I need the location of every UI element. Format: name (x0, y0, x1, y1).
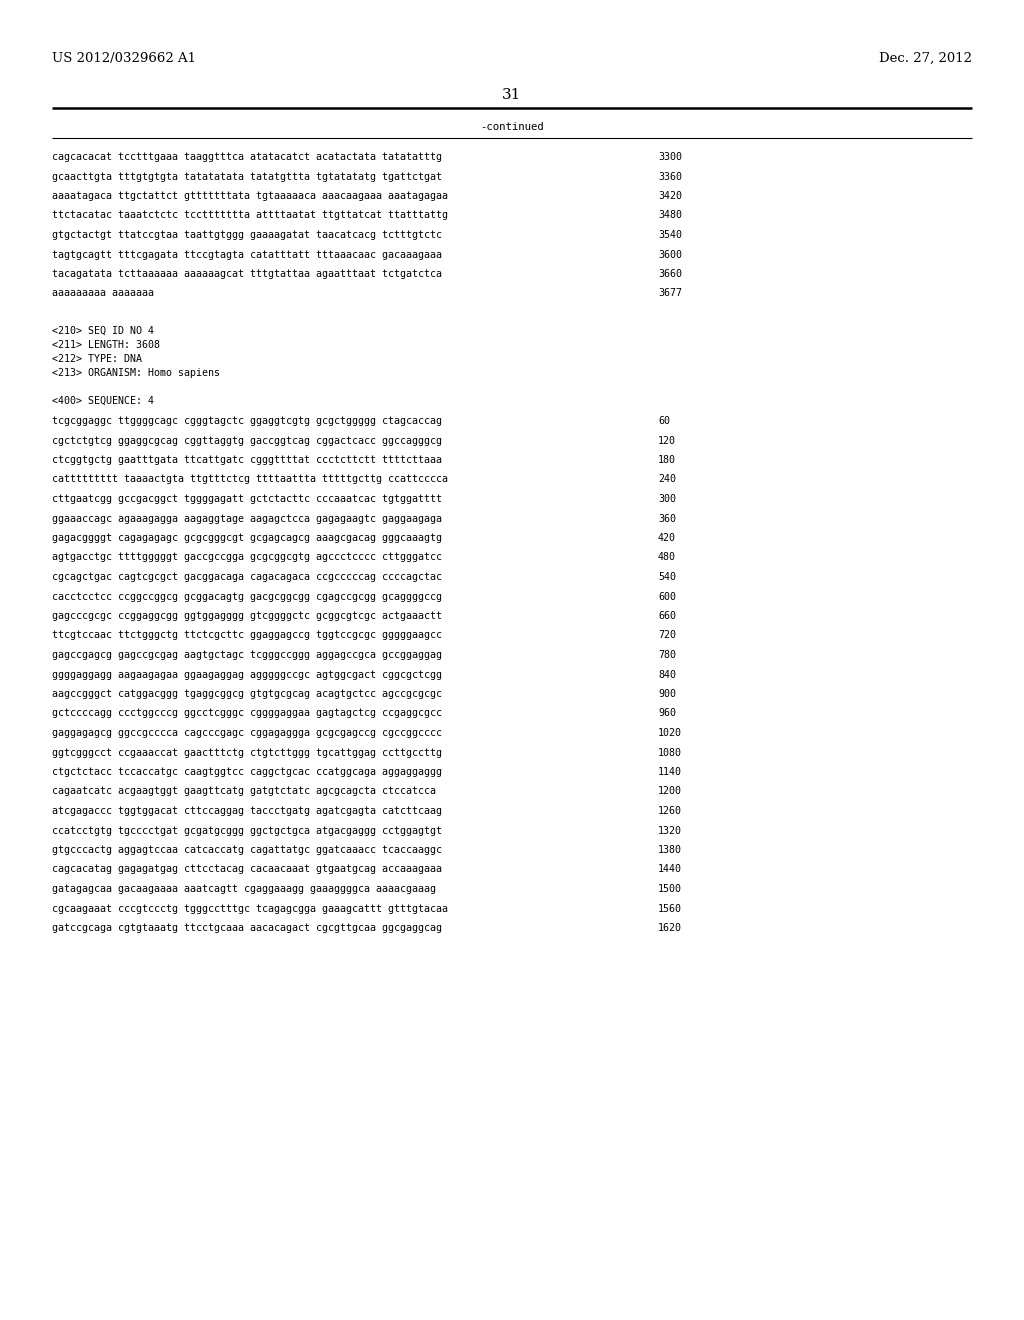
Text: ctgctctacc tccaccatgc caagtggtcc caggctgcac ccatggcaga aggaggaggg: ctgctctacc tccaccatgc caagtggtcc caggctg… (52, 767, 442, 777)
Text: <211> LENGTH: 3608: <211> LENGTH: 3608 (52, 341, 160, 350)
Text: 300: 300 (658, 494, 676, 504)
Text: cgctctgtcg ggaggcgcag cggttaggtg gaccggtcag cggactcacc ggccagggcg: cgctctgtcg ggaggcgcag cggttaggtg gaccggt… (52, 436, 442, 446)
Text: tacagatata tcttaaaaaa aaaaaagcat tttgtattaa agaatttaat tctgatctca: tacagatata tcttaaaaaa aaaaaagcat tttgtat… (52, 269, 442, 279)
Text: 3300: 3300 (658, 152, 682, 162)
Text: cagcacatag gagagatgag cttcctacag cacaacaaat gtgaatgcag accaaagaaa: cagcacatag gagagatgag cttcctacag cacaaca… (52, 865, 442, 874)
Text: 240: 240 (658, 474, 676, 484)
Text: ggtcgggcct ccgaaaccat gaactttctg ctgtcttggg tgcattggag ccttgccttg: ggtcgggcct ccgaaaccat gaactttctg ctgtctt… (52, 747, 442, 758)
Text: atcgagaccc tggtggacat cttccaggag taccctgatg agatcgagta catcttcaag: atcgagaccc tggtggacat cttccaggag taccctg… (52, 807, 442, 816)
Text: <210> SEQ ID NO 4: <210> SEQ ID NO 4 (52, 326, 154, 337)
Text: cagcacacat tcctttgaaa taaggtttca atatacatct acatactata tatatatttg: cagcacacat tcctttgaaa taaggtttca atataca… (52, 152, 442, 162)
Text: <213> ORGANISM: Homo sapiens: <213> ORGANISM: Homo sapiens (52, 368, 220, 378)
Text: ggggaggagg aagaagagaa ggaagaggag agggggccgc agtggcgact cggcgctcgg: ggggaggagg aagaagagaa ggaagaggag agggggc… (52, 669, 442, 680)
Text: 3660: 3660 (658, 269, 682, 279)
Text: gtgctactgt ttatccgtaa taattgtggg gaaaagatat taacatcacg tctttgtctc: gtgctactgt ttatccgtaa taattgtggg gaaaaga… (52, 230, 442, 240)
Text: cacctcctcc ccggccggcg gcggacagtg gacgcggcgg cgagccgcgg gcaggggccg: cacctcctcc ccggccggcg gcggacagtg gacgcgg… (52, 591, 442, 602)
Text: 1320: 1320 (658, 825, 682, 836)
Text: ctcggtgctg gaatttgata ttcattgatc cgggttttat ccctcttctt ttttcttaaa: ctcggtgctg gaatttgata ttcattgatc cgggttt… (52, 455, 442, 465)
Text: aaaatagaca ttgctattct gtttttttata tgtaaaaaca aaacaagaaa aaatagagaa: aaaatagaca ttgctattct gtttttttata tgtaaa… (52, 191, 449, 201)
Text: gtgcccactg aggagtccaa catcaccatg cagattatgc ggatcaaacc tcaccaaggc: gtgcccactg aggagtccaa catcaccatg cagatta… (52, 845, 442, 855)
Text: 1200: 1200 (658, 787, 682, 796)
Text: 3600: 3600 (658, 249, 682, 260)
Text: Dec. 27, 2012: Dec. 27, 2012 (879, 51, 972, 65)
Text: ttcgtccaac ttctgggctg ttctcgcttc ggaggagccg tggtccgcgc gggggaagcc: ttcgtccaac ttctgggctg ttctcgcttc ggaggag… (52, 631, 442, 640)
Text: aaaaaaaaa aaaaaaa: aaaaaaaaa aaaaaaa (52, 289, 154, 298)
Text: <400> SEQUENCE: 4: <400> SEQUENCE: 4 (52, 396, 154, 407)
Text: 31: 31 (503, 88, 521, 102)
Text: gctccccagg ccctggcccg ggcctcgggc cggggaggaa gagtagctcg ccgaggcgcc: gctccccagg ccctggcccg ggcctcgggc cggggag… (52, 709, 442, 718)
Text: 840: 840 (658, 669, 676, 680)
Text: tcgcggaggc ttggggcagc cgggtagctc ggaggtcgtg gcgctggggg ctagcaccag: tcgcggaggc ttggggcagc cgggtagctc ggaggtc… (52, 416, 442, 426)
Text: ccatcctgtg tgcccctgat gcgatgcggg ggctgctgca atgacgaggg cctggagtgt: ccatcctgtg tgcccctgat gcgatgcggg ggctgct… (52, 825, 442, 836)
Text: ggaaaccagc agaaagagga aagaggtage aagagctcca gagagaagtc gaggaagaga: ggaaaccagc agaaagagga aagaggtage aagagct… (52, 513, 442, 524)
Text: 3360: 3360 (658, 172, 682, 181)
Text: 1020: 1020 (658, 729, 682, 738)
Text: 3540: 3540 (658, 230, 682, 240)
Text: 780: 780 (658, 649, 676, 660)
Text: 1260: 1260 (658, 807, 682, 816)
Text: 420: 420 (658, 533, 676, 543)
Text: 900: 900 (658, 689, 676, 700)
Text: 1440: 1440 (658, 865, 682, 874)
Text: cttgaatcgg gccgacggct tggggagatt gctctacttc cccaaatcac tgtggatttt: cttgaatcgg gccgacggct tggggagatt gctctac… (52, 494, 442, 504)
Text: gagacggggt cagagagagc gcgcgggcgt gcgagcagcg aaagcgacag gggcaaagtg: gagacggggt cagagagagc gcgcgggcgt gcgagca… (52, 533, 442, 543)
Text: tagtgcagtt tttcgagata ttccgtagta catatttatt tttaaacaac gacaaagaaa: tagtgcagtt tttcgagata ttccgtagta catattt… (52, 249, 442, 260)
Text: 3677: 3677 (658, 289, 682, 298)
Text: aagccgggct catggacggg tgaggcggcg gtgtgcgcag acagtgctcc agccgcgcgc: aagccgggct catggacggg tgaggcggcg gtgtgcg… (52, 689, 442, 700)
Text: gagcccgcgc ccggaggcgg ggtggagggg gtcggggctc gcggcgtcgc actgaaactt: gagcccgcgc ccggaggcgg ggtggagggg gtcgggg… (52, 611, 442, 620)
Text: 3420: 3420 (658, 191, 682, 201)
Text: 600: 600 (658, 591, 676, 602)
Text: 540: 540 (658, 572, 676, 582)
Text: 60: 60 (658, 416, 670, 426)
Text: 3480: 3480 (658, 210, 682, 220)
Text: gagccgagcg gagccgcgag aagtgctagc tcgggccggg aggagccgca gccggaggag: gagccgagcg gagccgcgag aagtgctagc tcgggcc… (52, 649, 442, 660)
Text: gatccgcaga cgtgtaaatg ttcctgcaaa aacacagact cgcgttgcaa ggcgaggcag: gatccgcaga cgtgtaaatg ttcctgcaaa aacacag… (52, 923, 442, 933)
Text: 180: 180 (658, 455, 676, 465)
Text: agtgacctgc ttttgggggt gaccgccgga gcgcggcgtg agccctcccc cttgggatcc: agtgacctgc ttttgggggt gaccgccgga gcgcggc… (52, 553, 442, 562)
Text: cgcagctgac cagtcgcgct gacggacaga cagacagaca ccgcccccag ccccagctac: cgcagctgac cagtcgcgct gacggacaga cagacag… (52, 572, 442, 582)
Text: 360: 360 (658, 513, 676, 524)
Text: 720: 720 (658, 631, 676, 640)
Text: cattttttttt taaaactgta ttgtttctcg ttttaattta tttttgcttg ccattcccca: cattttttttt taaaactgta ttgtttctcg ttttaa… (52, 474, 449, 484)
Text: 1380: 1380 (658, 845, 682, 855)
Text: 1560: 1560 (658, 903, 682, 913)
Text: gatagagcaa gacaagaaaa aaatcagtt cgaggaaagg gaaaggggca aaaacgaaag: gatagagcaa gacaagaaaa aaatcagtt cgaggaaa… (52, 884, 436, 894)
Text: 1140: 1140 (658, 767, 682, 777)
Text: cgcaagaaat cccgtccctg tgggcctttgc tcagagcgga gaaagcattt gtttgtacaa: cgcaagaaat cccgtccctg tgggcctttgc tcagag… (52, 903, 449, 913)
Text: gcaacttgta tttgtgtgta tatatatata tatatgttta tgtatatatg tgattctgat: gcaacttgta tttgtgtgta tatatatata tatatgt… (52, 172, 442, 181)
Text: 960: 960 (658, 709, 676, 718)
Text: -continued: -continued (480, 121, 544, 132)
Text: 480: 480 (658, 553, 676, 562)
Text: gaggagagcg ggccgcccca cagcccgagc cggagaggga gcgcgagccg cgccggcccc: gaggagagcg ggccgcccca cagcccgagc cggagag… (52, 729, 442, 738)
Text: <212> TYPE: DNA: <212> TYPE: DNA (52, 354, 142, 364)
Text: ttctacatac taaatctctc tccttttttta attttaatat ttgttatcat ttatttattg: ttctacatac taaatctctc tccttttttta atttta… (52, 210, 449, 220)
Text: 120: 120 (658, 436, 676, 446)
Text: 1080: 1080 (658, 747, 682, 758)
Text: US 2012/0329662 A1: US 2012/0329662 A1 (52, 51, 196, 65)
Text: 1620: 1620 (658, 923, 682, 933)
Text: cagaatcatc acgaagtggt gaagttcatg gatgtctatc agcgcagcta ctccatcca: cagaatcatc acgaagtggt gaagttcatg gatgtct… (52, 787, 436, 796)
Text: 1500: 1500 (658, 884, 682, 894)
Text: 660: 660 (658, 611, 676, 620)
